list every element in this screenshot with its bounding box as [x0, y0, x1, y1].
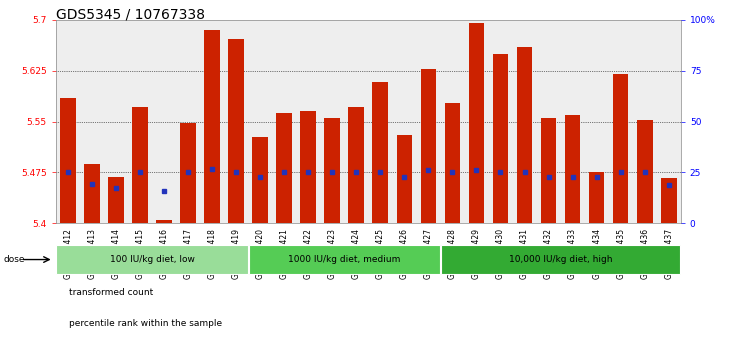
Bar [397, 135, 412, 223]
Bar [108, 177, 124, 223]
Bar [60, 98, 76, 223]
Bar [565, 115, 580, 223]
Bar [541, 118, 557, 223]
Bar [180, 123, 196, 223]
Text: 100 IU/kg diet, low: 100 IU/kg diet, low [109, 255, 194, 264]
Text: transformed count: transformed count [69, 288, 153, 297]
Text: dose: dose [4, 255, 25, 264]
Text: GDS5345 / 10767338: GDS5345 / 10767338 [56, 7, 205, 21]
Bar [469, 23, 484, 223]
Text: 10,000 IU/kg diet, high: 10,000 IU/kg diet, high [509, 255, 612, 264]
Bar [276, 114, 292, 223]
Bar [156, 220, 172, 223]
Bar [445, 103, 461, 223]
Bar [57, 245, 248, 274]
Bar [373, 82, 388, 223]
Bar [84, 164, 100, 223]
Bar [613, 74, 629, 223]
Bar [517, 47, 533, 223]
Bar [493, 54, 508, 223]
Bar [324, 118, 340, 223]
Bar [348, 107, 364, 223]
Bar [204, 30, 220, 223]
Bar [637, 120, 652, 223]
Bar [248, 245, 440, 274]
Bar [301, 111, 316, 223]
Bar [132, 107, 148, 223]
Text: percentile rank within the sample: percentile rank within the sample [69, 319, 222, 327]
Bar [228, 39, 244, 223]
Bar [420, 69, 436, 223]
Bar [661, 178, 676, 223]
Text: 1000 IU/kg diet, medium: 1000 IU/kg diet, medium [288, 255, 400, 264]
Bar [589, 172, 604, 223]
Bar [252, 136, 268, 223]
Bar [441, 245, 680, 274]
